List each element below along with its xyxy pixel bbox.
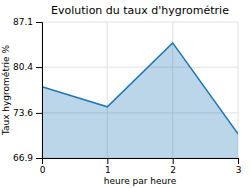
tick-label: 0 bbox=[40, 165, 46, 175]
tick: 87.1 bbox=[13, 17, 42, 27]
tick-mark bbox=[36, 22, 42, 23]
tick-label: 66.9 bbox=[13, 153, 33, 163]
grid-line bbox=[42, 22, 238, 23]
grid-line bbox=[42, 67, 238, 68]
tick-mark bbox=[173, 158, 174, 164]
y-axis-title: Taux hygrométrie % bbox=[1, 44, 11, 136]
plot-area: 0 1 2 3 66.9 73.6 80.4 87.1 bbox=[13, 17, 241, 175]
chart: 0 1 2 3 66.9 73.6 80.4 87.1 Evolution du taux d'… bbox=[0, 0, 250, 188]
tick-mark bbox=[36, 158, 42, 159]
tick: 66.9 bbox=[13, 153, 42, 163]
title: Evolution du taux d'hygrométrie bbox=[51, 4, 229, 17]
tick: 80.4 bbox=[13, 62, 42, 72]
data-layer bbox=[42, 43, 238, 158]
area bbox=[42, 43, 238, 158]
tick-label: 73.6 bbox=[13, 108, 33, 118]
tick-mark bbox=[36, 113, 42, 114]
tick: 0 bbox=[40, 158, 46, 175]
tick-label: 2 bbox=[170, 165, 176, 175]
tick: 2 bbox=[170, 158, 176, 175]
tick-label: 80.4 bbox=[13, 62, 33, 72]
tick: 1 bbox=[105, 158, 111, 175]
axis-line bbox=[43, 159, 239, 165]
x-axis-title: heure par heure bbox=[104, 176, 177, 186]
x-axis: 0 1 2 3 bbox=[40, 158, 242, 175]
tick-mark bbox=[36, 67, 42, 68]
tick: 3 bbox=[236, 158, 242, 175]
tick-label: 3 bbox=[236, 165, 242, 175]
tick: 73.6 bbox=[13, 108, 42, 118]
tick-mark bbox=[238, 158, 239, 164]
axis-line bbox=[36, 23, 43, 159]
tick-label: 87.1 bbox=[13, 17, 33, 27]
tick-label: 1 bbox=[105, 165, 111, 175]
tick-mark bbox=[107, 158, 108, 164]
y-axis: 66.9 73.6 80.4 87.1 bbox=[13, 17, 43, 163]
grid bbox=[42, 22, 238, 158]
line bbox=[42, 43, 238, 134]
